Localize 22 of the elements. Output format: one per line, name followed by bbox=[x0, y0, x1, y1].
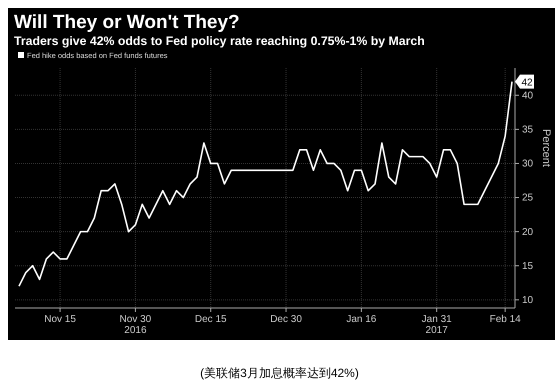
x-tick-label: Jan 16 bbox=[346, 314, 377, 326]
x-tick-label: Dec 15 bbox=[194, 314, 227, 326]
y-tick-label: 20 bbox=[522, 226, 534, 238]
chart-title: Will They or Won't They? bbox=[14, 12, 240, 33]
y-tick-label: 35 bbox=[522, 124, 534, 136]
text: 2016 bbox=[124, 325, 147, 336]
text: (美联储3月加息概率达到42%) bbox=[200, 366, 359, 380]
y-tick-label: 25 bbox=[522, 192, 534, 204]
x-tick-label: Dec 30 bbox=[270, 314, 302, 326]
text: 2017 bbox=[426, 325, 448, 336]
y-tick-label: 40 bbox=[522, 90, 534, 102]
x-tick-label: Feb 14 bbox=[490, 314, 522, 326]
x-tick-label: Nov 15 bbox=[44, 314, 76, 326]
x-tick-label: Nov 30 bbox=[120, 314, 152, 326]
line-series bbox=[18, 80, 513, 287]
y-axis-title: Percent bbox=[540, 129, 552, 167]
y-tick-label: 10 bbox=[522, 295, 534, 306]
y-tick-label: 15 bbox=[522, 260, 534, 272]
y-tick-label: 30 bbox=[522, 158, 534, 170]
data-label: 42 bbox=[521, 78, 533, 89]
x-tick-label: Jan 31 bbox=[422, 314, 452, 326]
chart-subtitle: Traders give 42% odds to Fed policy rate reaching 0.75%-1% by March bbox=[14, 34, 425, 48]
